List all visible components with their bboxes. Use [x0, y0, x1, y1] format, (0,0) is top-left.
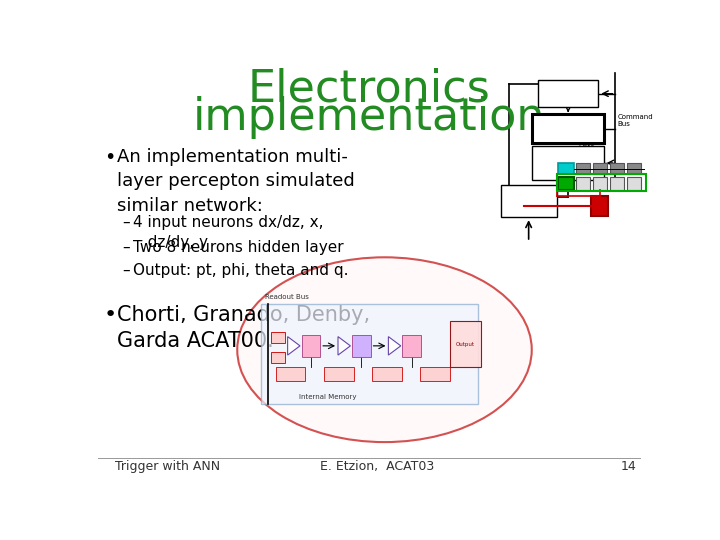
Ellipse shape — [238, 257, 532, 442]
Bar — [558, 177, 574, 190]
Text: An implementation multi-
layer percepton simulated
similar network:: An implementation multi- layer percepton… — [117, 148, 355, 214]
Text: Input
Output
Unit: Input Output Unit — [516, 186, 542, 216]
Bar — [271, 332, 284, 343]
Bar — [402, 335, 421, 356]
Text: implementation: implementation — [193, 96, 545, 139]
Text: Output
Unit: Output Unit — [593, 201, 607, 210]
Text: –: – — [122, 215, 130, 230]
Text: Electronics: Electronics — [248, 68, 490, 111]
Text: Trigger with ANN: Trigger with ANN — [115, 460, 220, 473]
Bar — [532, 146, 604, 180]
Text: UNE 2: UNE 2 — [594, 181, 606, 185]
Bar — [271, 352, 284, 363]
Bar — [276, 367, 305, 381]
Bar — [610, 177, 624, 190]
Bar — [576, 164, 590, 174]
Bar — [538, 80, 598, 107]
Text: Mem
Bank: Mem Bank — [595, 165, 604, 173]
Bar — [576, 177, 590, 190]
Text: Readout Bus: Readout Bus — [265, 294, 309, 300]
Bar — [557, 174, 646, 191]
Text: Unit
to compute
NEurons
(UNE): Unit to compute NEurons (UNE) — [549, 152, 586, 174]
Text: Data: Data — [572, 112, 589, 119]
Text: E. Etzion,  ACAT03: E. Etzion, ACAT03 — [320, 460, 434, 473]
Bar — [593, 177, 607, 190]
Text: –: – — [122, 240, 130, 254]
Text: Internal Memory: Internal Memory — [300, 394, 356, 401]
Bar — [324, 367, 354, 381]
Polygon shape — [338, 336, 351, 355]
Text: Output: Output — [456, 342, 474, 347]
Bar — [352, 335, 371, 356]
Text: Output: pt, phi, theta and q.: Output: pt, phi, theta and q. — [133, 262, 349, 278]
Text: Mem
Bank: Mem Bank — [578, 165, 588, 173]
Bar — [610, 164, 624, 174]
Text: 14: 14 — [621, 460, 636, 473]
Text: UNE 1: UNE 1 — [577, 181, 589, 185]
Text: UNE 3: UNE 3 — [611, 181, 624, 185]
Text: Micro
Processor: Micro Processor — [550, 84, 587, 103]
Polygon shape — [287, 336, 300, 355]
Bar — [591, 195, 608, 215]
Bar — [532, 114, 604, 143]
Text: Two 8 neurons hidden layer: Two 8 neurons hidden layer — [133, 240, 344, 254]
Text: Data: Data — [578, 144, 595, 150]
Bar — [500, 185, 557, 217]
Bar — [302, 335, 320, 356]
Text: Chorti, Granado, Denby,
Garda ACAT00.: Chorti, Granado, Denby, Garda ACAT00. — [117, 305, 370, 352]
Text: UNE 4: UNE 4 — [628, 181, 640, 185]
Text: Mem
Bank: Mem Bank — [613, 165, 621, 173]
Text: Mem
Bank: Mem Bank — [629, 165, 639, 173]
Bar — [372, 367, 402, 381]
Bar — [627, 164, 641, 174]
Text: 4 input neurons dx/dz, x,
   dz/dy, y: 4 input neurons dx/dz, x, dz/dy, y — [133, 215, 324, 249]
Bar — [449, 321, 481, 367]
Bar — [627, 177, 641, 190]
Bar — [593, 164, 607, 174]
Text: Memory: Memory — [536, 122, 599, 136]
Text: •: • — [104, 305, 117, 325]
Text: –: – — [122, 262, 130, 278]
Bar — [261, 303, 477, 403]
Text: Input: Input — [561, 167, 571, 171]
Text: Con-
troller: Con- troller — [559, 179, 572, 187]
Polygon shape — [388, 336, 401, 355]
Bar — [420, 367, 449, 381]
Text: Command
Bus: Command Bus — [618, 114, 654, 127]
Text: •: • — [104, 148, 115, 167]
Bar — [558, 164, 574, 174]
